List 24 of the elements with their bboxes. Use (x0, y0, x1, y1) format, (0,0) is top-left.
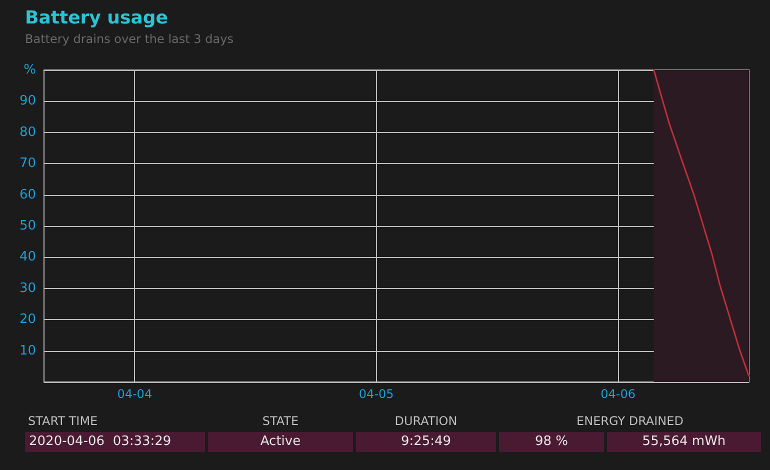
y-tick-label: 70 (19, 156, 36, 172)
text: Active (208, 432, 353, 452)
x-tick-label: 04-04 (117, 387, 152, 401)
y-tick-label: 80 (19, 124, 36, 140)
chart-title: Battery usage (25, 8, 168, 28)
y-tick-label: 50 (19, 218, 36, 234)
y-tick-label: 90 (19, 94, 36, 109)
text: 9:25:49 (356, 432, 496, 452)
text: STATE (261, 414, 300, 428)
text: ENERGY DRAINED (576, 414, 684, 428)
y-tick-label: % (24, 62, 36, 78)
text: 2020-04-06 03:33:29 (25, 432, 205, 452)
x-tick-label: 04-06 (600, 387, 636, 401)
chart-subtitle: Battery drains over the last 3 days (25, 32, 234, 46)
y-tick-label: 20 (19, 312, 36, 328)
text: DURATION (394, 414, 458, 428)
y-tick-label: 30 (19, 280, 36, 296)
x-tick-label: 04-05 (358, 387, 394, 401)
y-tick-label: 40 (19, 250, 36, 265)
text: 55,564 mWh (607, 432, 761, 452)
text: 98 % (499, 432, 604, 452)
y-tick-label: 60 (19, 187, 36, 202)
y-tick-label: 10 (19, 343, 36, 358)
text: START TIME (27, 414, 99, 428)
